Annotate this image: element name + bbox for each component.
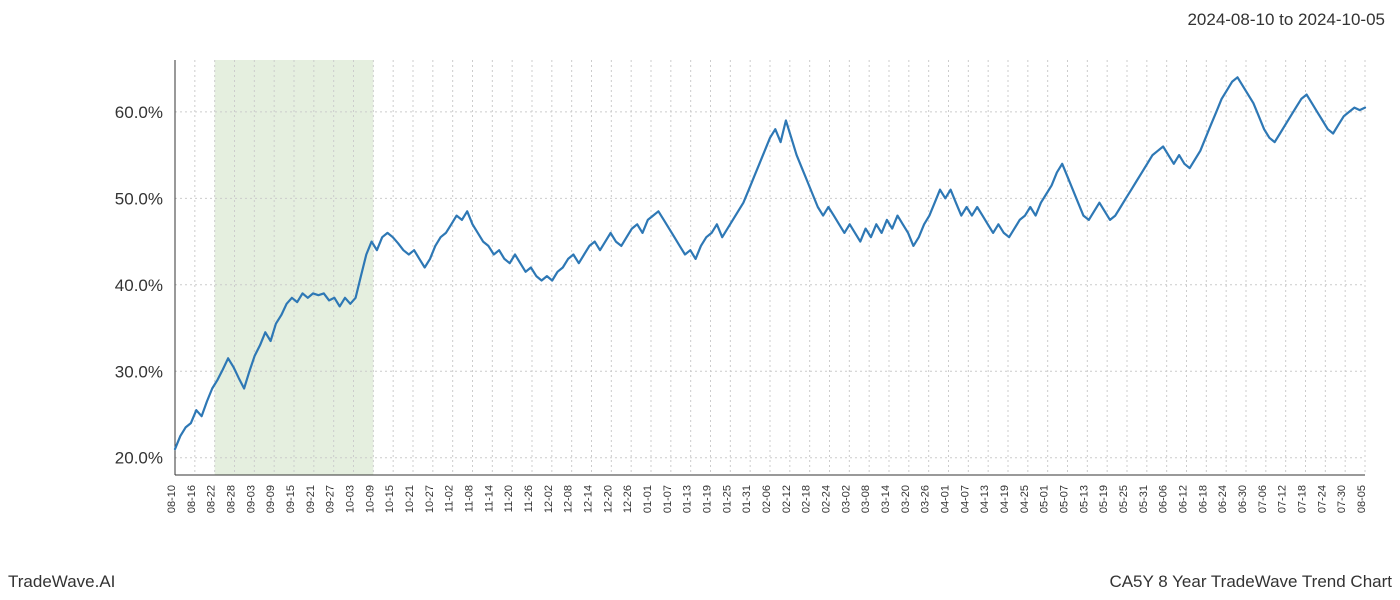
svg-text:05-07: 05-07	[1059, 485, 1071, 513]
svg-text:07-24: 07-24	[1316, 485, 1328, 513]
svg-text:03-20: 03-20	[900, 485, 912, 513]
svg-text:06-24: 06-24	[1217, 485, 1229, 513]
svg-text:10-09: 10-09	[364, 485, 376, 513]
svg-text:03-08: 03-08	[860, 485, 872, 513]
svg-text:05-01: 05-01	[1039, 485, 1051, 513]
svg-text:04-07: 04-07	[959, 485, 971, 513]
svg-text:50.0%: 50.0%	[115, 189, 163, 208]
date-range-label: 2024-08-10 to 2024-10-05	[1187, 10, 1385, 30]
svg-text:01-13: 01-13	[682, 485, 694, 513]
svg-text:10-27: 10-27	[424, 485, 436, 513]
svg-text:06-18: 06-18	[1197, 485, 1209, 513]
svg-text:07-12: 07-12	[1277, 485, 1289, 513]
svg-text:12-08: 12-08	[563, 485, 575, 513]
svg-text:08-16: 08-16	[186, 485, 198, 513]
svg-text:02-18: 02-18	[801, 485, 813, 513]
svg-text:03-14: 03-14	[880, 485, 892, 513]
svg-text:06-30: 06-30	[1237, 485, 1249, 513]
svg-text:09-27: 09-27	[325, 485, 337, 513]
brand-label: TradeWave.AI	[8, 572, 115, 592]
svg-text:08-22: 08-22	[206, 485, 218, 513]
svg-text:11-02: 11-02	[444, 485, 456, 512]
svg-text:06-12: 06-12	[1178, 485, 1190, 513]
svg-text:12-14: 12-14	[583, 485, 595, 513]
svg-text:12-26: 12-26	[622, 485, 634, 513]
svg-text:11-14: 11-14	[483, 485, 495, 512]
svg-text:07-06: 07-06	[1257, 485, 1269, 513]
svg-text:12-20: 12-20	[602, 485, 614, 513]
svg-text:05-13: 05-13	[1078, 485, 1090, 513]
svg-text:01-19: 01-19	[702, 485, 714, 513]
svg-text:04-01: 04-01	[940, 485, 952, 513]
svg-text:01-07: 01-07	[662, 485, 674, 513]
svg-text:60.0%: 60.0%	[115, 103, 163, 122]
svg-text:08-10: 08-10	[166, 485, 178, 513]
svg-text:05-19: 05-19	[1098, 485, 1110, 513]
svg-text:09-15: 09-15	[285, 485, 297, 513]
svg-text:10-03: 10-03	[345, 485, 357, 513]
svg-text:09-21: 09-21	[305, 485, 317, 513]
svg-text:01-01: 01-01	[642, 485, 654, 513]
svg-text:05-31: 05-31	[1138, 485, 1150, 513]
svg-text:11-08: 11-08	[464, 485, 476, 512]
svg-text:03-02: 03-02	[840, 485, 852, 513]
chart-svg: 20.0% 30.0% 40.0% 50.0% 60.0% 08-10 08-16 08-22…	[0, 40, 1400, 560]
svg-text:10-21: 10-21	[404, 485, 416, 513]
trend-chart: 20.0% 30.0% 40.0% 50.0% 60.0% 08-10 08-16 08-22…	[0, 40, 1400, 560]
svg-text:05-25: 05-25	[1118, 485, 1130, 513]
svg-text:20.0%: 20.0%	[115, 449, 163, 468]
svg-text:01-25: 01-25	[721, 485, 733, 513]
svg-text:30.0%: 30.0%	[115, 362, 163, 381]
svg-text:40.0%: 40.0%	[115, 276, 163, 295]
svg-text:04-13: 04-13	[979, 485, 991, 513]
svg-text:03-26: 03-26	[920, 485, 932, 513]
svg-text:04-25: 04-25	[1019, 485, 1031, 513]
svg-text:06-06: 06-06	[1158, 485, 1170, 513]
svg-text:01-31: 01-31	[741, 485, 753, 513]
chart-title-label: CA5Y 8 Year TradeWave Trend Chart	[1109, 572, 1392, 592]
svg-text:02-24: 02-24	[821, 485, 833, 513]
svg-text:11-20: 11-20	[503, 485, 515, 512]
svg-text:10-15: 10-15	[384, 485, 396, 513]
svg-text:02-12: 02-12	[781, 485, 793, 513]
svg-text:02-06: 02-06	[761, 485, 773, 513]
svg-text:08-05: 08-05	[1356, 485, 1368, 513]
svg-text:11-26: 11-26	[523, 485, 535, 512]
svg-text:07-30: 07-30	[1336, 485, 1348, 513]
svg-text:08-28: 08-28	[226, 485, 238, 513]
svg-text:09-03: 09-03	[245, 485, 257, 513]
svg-text:12-02: 12-02	[543, 485, 555, 513]
svg-text:09-09: 09-09	[265, 485, 277, 513]
svg-text:04-19: 04-19	[999, 485, 1011, 513]
svg-text:07-18: 07-18	[1297, 485, 1309, 513]
